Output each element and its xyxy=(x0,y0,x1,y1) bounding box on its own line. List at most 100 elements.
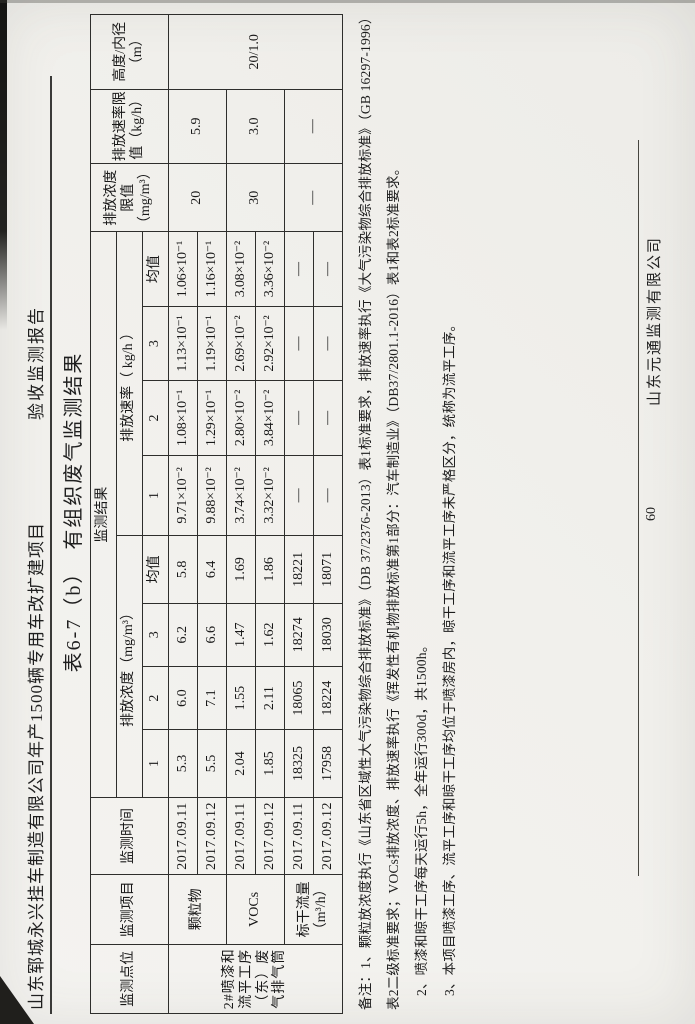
cell-conc-limit: 30 xyxy=(226,163,285,232)
cell-conc-avg: 5.8 xyxy=(168,535,198,604)
cell-conc-2: 18224 xyxy=(313,666,343,730)
cell-rate-limit: 5.9 xyxy=(168,89,227,164)
cell-time: 2017.09.11 xyxy=(284,797,314,875)
notes-block: 备注：1、颗粒放浓度执行《山东省区域性大气污染物综合排放标准》（DB 37/23… xyxy=(352,10,464,1010)
table-row: 2#喷漆和流平工序（东）废气排气筒 颗粒物 2017.09.11 5.3 6.0 6.2 5… xyxy=(168,14,343,1014)
cell-conc-3: 1.62 xyxy=(255,603,285,667)
col-rate-1: 1 xyxy=(142,455,169,536)
cell-conc-limit: 20 xyxy=(168,163,227,232)
cell-rate-1: 3.32×10⁻² xyxy=(255,455,285,536)
cell-conc-avg: 18071 xyxy=(313,535,343,604)
cell-rate-1: 9.71×10⁻² xyxy=(168,455,198,536)
cell-rate-3: 1.19×10⁻¹ xyxy=(197,306,227,381)
cell-conc-avg: 6.4 xyxy=(197,535,227,604)
cell-rate-3: 2.69×10⁻² xyxy=(226,306,256,381)
col-group-concentration: 排放浓度（mg/m³） xyxy=(116,535,143,798)
col-monitoring-item: 监测项目 xyxy=(90,874,169,945)
cell-rate-2: 1.29×10⁻¹ xyxy=(197,380,227,456)
cell-rate-3: 1.13×10⁻¹ xyxy=(168,306,198,381)
col-concentration-limit: 排放浓度限值（mg/m³） xyxy=(90,163,169,232)
page-number: 60 xyxy=(644,507,659,521)
cell-conc-2: 1.55 xyxy=(226,666,256,730)
cell-conc-avg: 18221 xyxy=(284,535,314,604)
cell-conc-3: 18030 xyxy=(313,603,343,667)
col-conc-avg: 均值 xyxy=(142,535,169,604)
cell-rate-2: — xyxy=(313,380,343,456)
cell-rate-1: 9.88×10⁻² xyxy=(197,455,227,536)
cell-conc-avg: 1.69 xyxy=(226,535,256,604)
col-rate-3: 3 xyxy=(142,306,169,381)
cell-conc-3: 1.47 xyxy=(226,603,256,667)
table-row: VOCs 2017.09.11 2.04 1.55 1.47 1.69 3.74×10⁻² 2… xyxy=(226,15,285,1014)
cell-rate-avg: — xyxy=(313,231,343,307)
cell-conc-3: 6.6 xyxy=(197,603,227,667)
cell-conc-1: 18325 xyxy=(284,729,314,798)
footer-rule xyxy=(638,140,639,876)
col-conc-3: 3 xyxy=(142,603,169,667)
cell-rate-limit: — xyxy=(284,89,343,164)
cell-conc-avg: 1.86 xyxy=(255,535,285,604)
report-type: 验收监测报告 xyxy=(27,306,46,420)
cell-rate-avg: 1.06×10⁻¹ xyxy=(168,231,198,307)
cell-rate-1: 3.74×10⁻² xyxy=(226,455,256,536)
project-name: 山东郓城永兴挂车制造有限公司年产1500辆专用车改扩建项目 xyxy=(27,522,46,1010)
cell-item: VOCs xyxy=(226,874,285,945)
cell-time: 2017.09.11 xyxy=(226,797,256,875)
cell-conc-2: 7.1 xyxy=(197,666,227,730)
page-header: 山东郓城永兴挂车制造有限公司年产1500辆专用车改扩建项目 验收监测报告 xyxy=(22,10,48,1010)
cell-rate-avg: — xyxy=(284,231,314,307)
header-underline xyxy=(50,76,52,1014)
col-rate-2: 2 xyxy=(142,380,169,456)
cell-rate-3: — xyxy=(284,306,314,381)
table-head: 监测点位 监测项目 监测时间 监测结果 排放浓度限值（mg/m³） 排放速率限值… xyxy=(90,14,169,1014)
cell-rate-2: 3.84×10⁻² xyxy=(255,380,285,456)
col-conc-2: 2 xyxy=(142,666,169,730)
cell-conc-3: 6.2 xyxy=(168,603,198,667)
scan-artifact-top-edge xyxy=(0,0,695,3)
col-monitoring-result: 监测结果 xyxy=(90,231,117,798)
cell-conc-1: 1.85 xyxy=(255,729,285,798)
col-rate-limit: 排放速率限值（kg/h） xyxy=(90,89,169,164)
footer-company: 山东元通监测有限公司 xyxy=(647,235,663,406)
cell-rate-2: 1.08×10⁻¹ xyxy=(168,380,198,456)
cell-stack-spec: 20/1.0 xyxy=(168,14,343,90)
cell-conc-1: 2.04 xyxy=(226,729,256,798)
cell-rate-avg: 1.16×10⁻¹ xyxy=(197,231,227,307)
note-line: 表2二级标准要求；VOCs排放浓度、排放速率执行《挥发性有机物排放标准第1部分：… xyxy=(386,161,401,1010)
cell-conc-3: 18274 xyxy=(284,603,314,667)
col-rate-avg: 均值 xyxy=(142,231,169,307)
cell-conc-2: 18065 xyxy=(284,666,314,730)
cell-item: 颗粒物 xyxy=(168,874,227,945)
cell-monitoring-point: 2#喷漆和流平工序（东）废气排气筒 xyxy=(168,944,343,1014)
table-title: 表6-7（b） 有组织废气监测结果 xyxy=(63,351,85,673)
cell-rate-avg: 3.36×10⁻² xyxy=(255,231,285,307)
cell-conc-1: 5.3 xyxy=(168,729,198,798)
monitoring-results-table: 监测点位 监测项目 监测时间 监测结果 排放浓度限值（mg/m³） 排放速率限值… xyxy=(90,14,343,1014)
cell-rate-2: — xyxy=(284,380,314,456)
cell-conc-1: 17958 xyxy=(313,729,343,798)
cell-rate-1: — xyxy=(284,455,314,536)
cell-time: 2017.09.11 xyxy=(168,797,198,875)
cell-time: 2017.09.12 xyxy=(255,797,285,875)
cell-rate-2: 2.80×10⁻² xyxy=(226,380,256,456)
col-monitoring-time: 监测时间 xyxy=(90,797,169,875)
cell-conc-2: 6.0 xyxy=(168,666,198,730)
note-line: 2、喷漆和晾干工序每天运行5h，全年运行300d，共1500h。 xyxy=(414,638,429,996)
col-conc-1: 1 xyxy=(142,729,169,798)
cell-time: 2017.09.12 xyxy=(197,797,227,875)
header-row-1: 监测点位 监测项目 监测时间 监测结果 排放浓度限值（mg/m³） 排放速率限值… xyxy=(90,14,169,1014)
note-line: 备注：1、颗粒放浓度执行《山东省区域性大气污染物综合排放标准》（DB 37/23… xyxy=(358,10,373,1010)
cell-rate-limit: 3.0 xyxy=(226,89,285,164)
cell-time: 2017.09.12 xyxy=(313,797,343,875)
scan-artifact-left-edge xyxy=(0,0,7,330)
col-group-rate: 排放速率（ kg/h ） xyxy=(116,231,143,536)
cell-conc-2: 2.11 xyxy=(255,666,285,730)
col-monitoring-point: 监测点位 xyxy=(90,944,169,1014)
cell-conc-limit: — xyxy=(284,163,343,232)
note-line: 3、本项目喷漆工序、流平工序和晾干工序均位于喷漆房内，晾干工序和流平工序未严格区… xyxy=(442,317,457,996)
cell-rate-1: — xyxy=(313,455,343,536)
cell-item: 标干流量（m³/h） xyxy=(284,874,343,945)
cell-rate-3: — xyxy=(313,306,343,381)
cell-rate-3: 2.92×10⁻² xyxy=(255,306,285,381)
